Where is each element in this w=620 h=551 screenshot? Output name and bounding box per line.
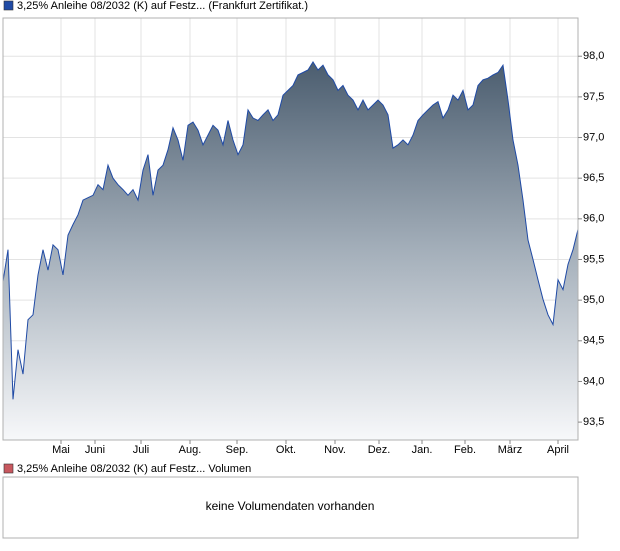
x-tick-label: Sep. (226, 444, 249, 456)
legend-swatch (3, 0, 14, 11)
line (2, 60, 579, 400)
x-tick-label: Mai (52, 444, 70, 456)
x-tick-label: Aug. (179, 444, 202, 456)
y-tick-label: 98,0 (583, 50, 604, 62)
y-tick-label: 95,5 (583, 253, 604, 265)
y-tick-label: 97,0 (583, 131, 604, 143)
y-tick-label: 97,5 (583, 91, 604, 103)
y-tick-label: 94,5 (583, 335, 604, 347)
x-tick-label: Okt. (276, 444, 296, 456)
legend-swatch (3, 463, 14, 474)
y-tick-label: 96,0 (583, 213, 604, 225)
legend-label: 3,25% Anleihe 08/2032 (K) auf Festz... (… (17, 0, 308, 12)
x-tick-label: April (547, 444, 569, 456)
x-tick-label: Feb. (454, 444, 476, 456)
x-tick-label: Dez. (368, 444, 391, 456)
x-tick-label: Nov. (324, 444, 346, 456)
x-tick-label: Juni (85, 444, 105, 456)
y-tick-label: 94,0 (583, 375, 604, 387)
volume-message: keine Volumendaten vorhanden (206, 499, 375, 513)
y-tick-label: 96,5 (583, 172, 604, 184)
y-tick-label: 95,0 (583, 294, 604, 306)
volume-frame (2, 476, 579, 539)
x-tick-label: Jan. (412, 444, 433, 456)
y-tick-label: 93,5 (583, 416, 604, 428)
area (3, 61, 578, 441)
x-tick-label: März (498, 444, 522, 456)
legend-label: 3,25% Anleihe 08/2032 (K) auf Festz... V… (17, 463, 251, 475)
plot-frame (2, 17, 579, 441)
x-tick-label: Juli (133, 444, 150, 456)
